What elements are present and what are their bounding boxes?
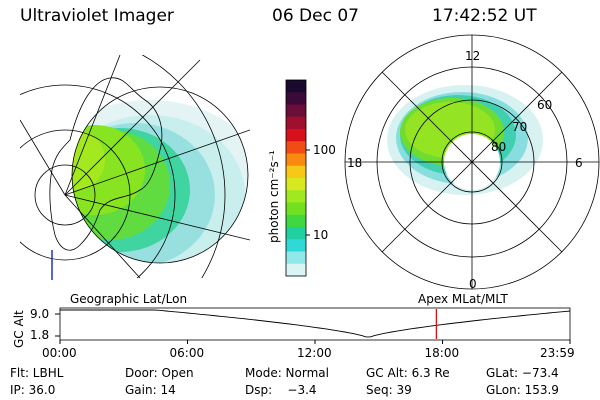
info-ip: IP: 36.0 (10, 383, 55, 397)
colorbar-cell (286, 104, 306, 118)
info-gain: Gain: 14 (125, 383, 176, 397)
altitude-curve (60, 309, 571, 338)
altitude-xtick-label: 00:00 (42, 346, 77, 360)
altitude-ytick-9: 9.0 (30, 307, 49, 321)
altitude-xtick-label: 23:59 (540, 346, 575, 360)
altitude-xtick-label: 06:00 (170, 346, 205, 360)
colorbar-label: photon cm⁻²s⁻¹ (267, 150, 281, 243)
altitude-xtick-label: 18:00 (425, 346, 460, 360)
image-date: 06 Dec 07 (272, 6, 359, 26)
colorbar-cell (286, 116, 306, 130)
mlat-label-70: 70 (512, 120, 527, 134)
colorbar-cell (286, 178, 306, 191)
geographic-label: Geographic Lat/Lon (70, 292, 187, 306)
altitude-xtick-label: 12:00 (297, 346, 332, 360)
polar-mlt-plot: 12 18 6 0 60 70 80 (344, 34, 600, 291)
info-seq: Seq: 39 (366, 383, 412, 397)
colorbar-cell (286, 239, 306, 252)
altitude-plot: GC Alt 9.0 1.8 00:00 06:00 12:00 18:00 23:59 (12, 307, 575, 360)
image-limb (71, 86, 249, 264)
colorbar-cell (286, 227, 306, 240)
colorbar-cell (286, 129, 306, 142)
info-glat: GLat: −73.4 (486, 366, 559, 380)
colorbar-cell (286, 153, 306, 167)
mlat-label-80: 80 (491, 140, 506, 154)
info-dsp: Dsp: −3.4 (245, 383, 317, 397)
lat-lon-grid (20, 55, 250, 278)
image-title: Ultraviolet Imager (20, 6, 174, 26)
mlt-label-0: 0 (469, 277, 477, 291)
apex-label: Apex MLat/MLT (418, 292, 508, 306)
image-time: 17:42:52 UT (432, 6, 537, 26)
info-door: Door: Open (125, 366, 194, 380)
mlt-label-6: 6 (575, 156, 583, 170)
info-mode: Mode: Normal (245, 366, 329, 380)
mlat-label-60: 60 (537, 98, 552, 112)
colorbar-cell (286, 165, 306, 179)
colorbar-cell (286, 141, 306, 154)
colorbar-cell (286, 214, 306, 228)
colorbar-cell (286, 80, 306, 93)
info-glon: GLon: 153.9 (486, 383, 559, 397)
mlt-label-12: 12 (465, 49, 480, 63)
info-gc-alt: GC Alt: 6.3 Re (366, 366, 450, 380)
altitude-ytick-1.8: 1.8 (30, 328, 49, 342)
coastline (49, 77, 163, 251)
colorbar-tick-100: 100 (313, 143, 336, 157)
mlt-label-18: 18 (347, 156, 362, 170)
uv-image-polar (387, 85, 543, 195)
colorbar-cell (286, 190, 306, 203)
colorbar-cell (286, 251, 306, 265)
colorbar-cell (286, 92, 306, 105)
colorbar: 100 10 photon cm⁻²s⁻¹ (267, 79, 336, 277)
altitude-ylabel: GC Alt (12, 310, 26, 348)
colorbar-tick-10: 10 (313, 228, 328, 242)
colorbar-cell (286, 263, 306, 277)
colorbar-cell (286, 202, 306, 216)
info-flt: Flt: LBHL (10, 366, 64, 380)
